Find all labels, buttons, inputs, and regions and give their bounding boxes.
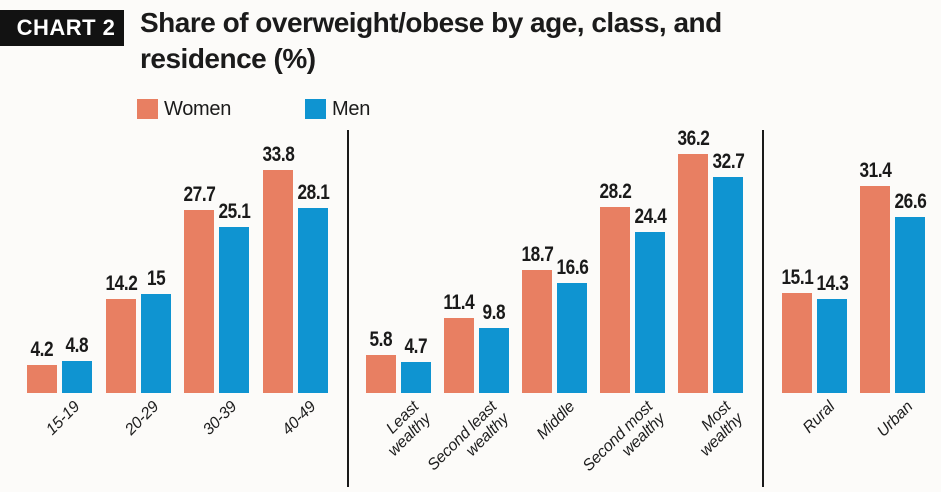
value-label-men-age-2: 25.1 (199, 201, 269, 223)
value-text: 11.4 (443, 291, 475, 314)
value-text: 16.6 (556, 256, 588, 279)
bar-men-wealth-class-1 (479, 328, 509, 393)
men-swatch-icon (305, 99, 327, 119)
value-text: 18.7 (521, 243, 553, 266)
value-label-women-age-3: 33.8 (243, 144, 313, 166)
value-text: 27.7 (183, 183, 215, 206)
bar-women-age-0 (27, 365, 57, 393)
chart-title-line-1: Share of overweight/obese by age, class,… (140, 7, 722, 38)
bar-women-age-2 (184, 210, 214, 393)
value-text: 15.1 (781, 266, 813, 289)
chart-legend: Women Men (137, 97, 370, 121)
value-label-men-residence-0: 14.3 (797, 273, 867, 295)
bar-men-age-2 (219, 227, 249, 393)
bar-men-residence-0 (817, 299, 847, 393)
bar-men-wealth-class-3 (635, 232, 665, 393)
x-axis-label-line: 30-39 (199, 398, 240, 439)
x-axis-label-residence-1: Urban (784, 398, 916, 492)
value-text: 15 (146, 267, 166, 290)
value-label-women-wealth-class-1: 11.4 (424, 292, 494, 314)
legend-label-men: Men (332, 97, 371, 120)
chart-tag-badge: CHART 2 (0, 10, 124, 46)
x-axis-label-line: Urban (873, 398, 916, 441)
value-label-men-wealth-class-2: 16.6 (537, 257, 607, 279)
value-label-women-age-2: 27.7 (164, 184, 234, 206)
value-text: 4.8 (65, 334, 89, 357)
value-text: 4.7 (404, 335, 428, 358)
value-label-women-wealth-class-3: 28.2 (580, 181, 650, 203)
value-label-women-age-1: 14.2 (86, 273, 156, 295)
bar-men-wealth-class-0 (401, 362, 431, 393)
value-label-men-age-1: 15 (121, 268, 191, 290)
bar-women-residence-1 (860, 186, 890, 393)
bar-women-wealth-class-1 (444, 318, 474, 393)
value-label-men-age-3: 28.1 (278, 182, 348, 204)
bar-women-wealth-class-3 (600, 207, 630, 393)
bar-women-wealth-class-4 (678, 154, 708, 393)
value-label-men-wealth-class-4: 32.7 (693, 151, 763, 173)
bar-women-wealth-class-0 (366, 355, 396, 393)
bar-men-wealth-class-4 (713, 177, 743, 393)
value-text: 31.4 (859, 159, 891, 182)
value-label-women-age-0: 4.2 (7, 339, 77, 361)
value-text: 28.1 (297, 181, 329, 204)
legend-item-women: Women (137, 98, 231, 121)
value-text: 25.1 (218, 200, 250, 223)
bar-women-residence-0 (782, 293, 812, 393)
bar-women-wealth-class-2 (522, 270, 552, 393)
value-text: 5.8 (369, 328, 393, 351)
x-axis-label-age-3: 40-49 (187, 398, 319, 492)
x-axis-label-line: 20-29 (121, 398, 162, 439)
value-label-women-wealth-class-4: 36.2 (658, 128, 728, 150)
bar-men-residence-1 (895, 217, 925, 393)
section-divider-2 (762, 130, 764, 487)
x-axis-label-age-1: 20-29 (30, 398, 162, 492)
x-axis-label-line: 40-49 (278, 398, 319, 439)
value-label-men-residence-1: 26.6 (875, 191, 941, 213)
value-text: 14.3 (816, 272, 848, 295)
value-label-men-wealth-class-3: 24.4 (615, 206, 685, 228)
chart-title-line-2: residence (%) (140, 43, 316, 74)
value-label-women-residence-0: 15.1 (762, 267, 832, 289)
value-label-men-wealth-class-1: 9.8 (459, 302, 529, 324)
bar-men-age-0 (62, 361, 92, 393)
bar-women-age-3 (263, 170, 293, 393)
value-label-women-wealth-class-2: 18.7 (502, 244, 572, 266)
value-text: 28.2 (599, 180, 631, 203)
bar-men-wealth-class-2 (557, 283, 587, 393)
value-text: 36.2 (677, 127, 709, 150)
bar-women-age-1 (106, 299, 136, 393)
chart-title: Share of overweight/obese by age, class,… (140, 5, 930, 77)
value-text: 33.8 (262, 143, 294, 166)
value-text: 14.2 (105, 272, 137, 295)
x-axis-label-age-2: 30-39 (108, 398, 240, 492)
value-label-women-wealth-class-0: 5.8 (346, 329, 416, 351)
value-text: 26.6 (894, 190, 926, 213)
value-label-men-age-0: 4.8 (42, 335, 112, 357)
legend-item-men: Men (305, 98, 370, 121)
section-divider-1 (347, 130, 349, 487)
value-text: 32.7 (712, 150, 744, 173)
value-text: 24.4 (634, 205, 666, 228)
value-text: 9.8 (482, 301, 506, 324)
value-label-women-residence-1: 31.4 (840, 160, 910, 182)
bar-men-age-1 (141, 294, 171, 393)
bar-men-age-3 (298, 208, 328, 393)
value-label-men-wealth-class-0: 4.7 (381, 336, 451, 358)
value-text: 4.2 (30, 338, 54, 361)
legend-label-women: Women (164, 97, 232, 120)
women-swatch-icon (137, 99, 158, 119)
